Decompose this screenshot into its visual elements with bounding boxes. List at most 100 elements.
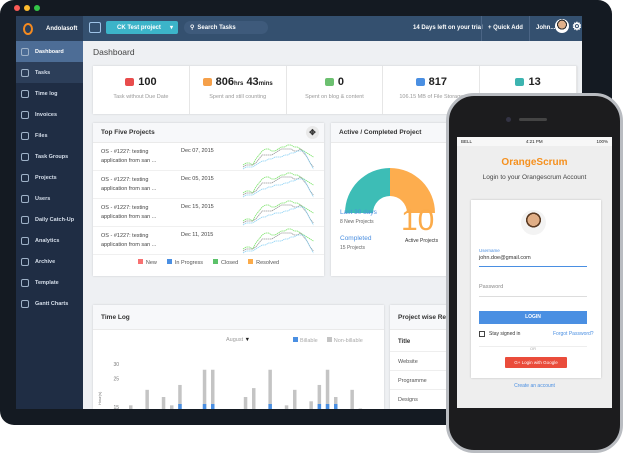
move-icon[interactable]: ✥: [306, 126, 319, 139]
stat-tile[interactable]: 817 106.15 MB of File Storage: [383, 66, 481, 114]
close-dot[interactable]: [14, 5, 20, 11]
project-row[interactable]: OS - #1227: testing application from san…: [93, 171, 324, 199]
login-form: Username john.doe@gmail.com Password LOG…: [471, 200, 601, 378]
project-select[interactable]: CK Test project ▾: [106, 21, 178, 34]
sidebar-item-invoices[interactable]: Invoices: [16, 104, 83, 125]
legend-item: In Progress: [166, 259, 203, 266]
password-field[interactable]: Password: [479, 284, 587, 297]
completed-label[interactable]: Completed: [340, 235, 372, 242]
create-account-link[interactable]: Create an account: [514, 383, 555, 389]
sidebar: Dashboard Tasks Time log Invoices Files Task …: [16, 41, 83, 409]
caret-down-icon: ▼: [244, 337, 251, 343]
bar-non-billable[interactable]: [284, 405, 289, 409]
login-button[interactable]: LOGIN: [479, 311, 587, 324]
sidebar-item-task-groups[interactable]: Task Groups: [16, 146, 83, 167]
plus-icon: +: [488, 25, 494, 31]
donut-slice[interactable]: [390, 168, 435, 213]
sidebar-item-dashboard[interactable]: Dashboard: [16, 41, 83, 62]
bar-non-billable[interactable]: [334, 397, 338, 409]
user-menu[interactable]: John...: [536, 25, 556, 31]
project-name: CK Test project: [117, 24, 161, 31]
sidebar-item-tasks[interactable]: Tasks: [16, 62, 83, 83]
bar-non-billable[interactable]: [202, 369, 207, 409]
stat-tile[interactable]: 806hrs 43mins Spent and still counting: [190, 66, 287, 114]
bar-billable[interactable]: [317, 404, 322, 409]
bar-non-billable[interactable]: [268, 369, 272, 409]
bar-billable[interactable]: [178, 404, 182, 409]
sidebar-item-archive[interactable]: Archive: [16, 251, 83, 272]
login-title: Login to your Orangescrum Account: [482, 174, 587, 181]
gear-icon[interactable]: ⚙: [572, 21, 582, 33]
bar-billable[interactable]: [325, 404, 330, 409]
project-row[interactable]: OS - #1227: testing application from san…: [93, 199, 324, 227]
stat-tile[interactable]: 100 Task without Due Date: [93, 66, 190, 114]
bar-non-billable[interactable]: [243, 397, 248, 409]
speaker: [519, 118, 547, 121]
bar-non-billable[interactable]: [145, 389, 149, 409]
resource-title: Designs: [398, 397, 418, 403]
sidebar-item-label: Invoices: [35, 111, 58, 118]
bar-non-billable[interactable]: [350, 389, 354, 409]
sidebar-item-label: Task Groups: [35, 153, 69, 160]
sidebar-item-projects[interactable]: Projects: [16, 167, 83, 188]
project-name: OS - #1227: testing application from san…: [101, 149, 157, 164]
resource-title: Website: [398, 359, 418, 365]
minimize-dot[interactable]: [24, 5, 30, 11]
project-date: Dec 05, 2015: [181, 176, 214, 182]
sparkline-in_progress: [242, 206, 314, 226]
sparkline-closed: [242, 172, 314, 194]
forgot-password-link[interactable]: Forgot Password?: [553, 331, 594, 337]
top-five-projects-card: Top Five Projects ✥ OS - #1227: testing a…: [93, 123, 324, 276]
username-field[interactable]: john.doe@gmail.com: [479, 255, 587, 267]
legend-label: Billable: [300, 338, 318, 344]
sidebar-item-files[interactable]: Files: [16, 125, 83, 146]
bar-billable[interactable]: [268, 404, 272, 409]
sidebar-item-template[interactable]: Template: [16, 272, 83, 293]
bar-non-billable[interactable]: [358, 408, 363, 409]
bar-billable[interactable]: [202, 404, 207, 409]
bar-billable[interactable]: [334, 404, 338, 409]
bar-non-billable[interactable]: [309, 401, 313, 409]
bar-non-billable[interactable]: [178, 384, 182, 409]
bar-billable[interactable]: [211, 404, 215, 409]
stat-tile[interactable]: 0 Spent on blog & content: [287, 66, 384, 114]
sidebar-item-daily-catch-up[interactable]: Daily Catch-Up: [16, 209, 83, 230]
sidebar-item-label: Files: [35, 132, 48, 139]
stay-signed-in-checkbox[interactable]: [479, 331, 485, 337]
avatar[interactable]: [555, 19, 569, 33]
maximize-dot[interactable]: [34, 5, 40, 11]
bar-non-billable[interactable]: [170, 405, 174, 409]
sidebar-item-time-log[interactable]: Time log: [16, 83, 83, 104]
last-30-days-label[interactable]: Last 30 days: [340, 209, 377, 216]
bar-non-billable[interactable]: [293, 389, 297, 409]
project-row[interactable]: OS - #1227: testing application from san…: [93, 143, 324, 171]
sidebar-item-users[interactable]: Users: [16, 188, 83, 209]
orangescrum-logo-icon: [23, 22, 33, 35]
sparkline-resolved: [242, 148, 314, 168]
sidebar-item-analytics[interactable]: Analytics: [16, 230, 83, 251]
brand[interactable]: Andolasoft: [16, 16, 83, 41]
bar-non-billable[interactable]: [317, 384, 322, 409]
folder-icon[interactable]: [89, 22, 101, 33]
column-header-title: Title: [398, 339, 411, 345]
quick-add-button[interactable]: + Quick Add: [488, 25, 523, 31]
stat-value: 0: [337, 76, 345, 88]
bar-non-billable[interactable]: [161, 397, 166, 409]
search-input[interactable]: ⚲ Search Tasks: [184, 21, 268, 34]
month-select[interactable]: August ▼: [226, 337, 250, 343]
main-content: Dashboard 100 Task without Due Date 806hr…: [85, 41, 582, 409]
sidebar-item-label: Analytics: [35, 237, 60, 244]
stat-tile[interactable]: 13: [480, 66, 577, 114]
bar-non-billable[interactable]: [129, 405, 133, 409]
bar-non-billable[interactable]: [252, 388, 256, 409]
bar-non-billable[interactable]: [211, 369, 215, 409]
carrier: BELL: [461, 139, 473, 144]
bar-non-billable[interactable]: [325, 369, 330, 409]
google-login-button[interactable]: G+ Login with Google: [505, 357, 567, 368]
project-row[interactable]: OS - #1227: testing application from san…: [93, 227, 324, 255]
top-bar: Andolasoft CK Test project ▾ ⚲ Search Task…: [16, 16, 582, 41]
donut-slice[interactable]: [345, 168, 390, 213]
sparkline-in_progress: [242, 234, 314, 254]
sidebar-item-gantt-charts[interactable]: Gantt Charts: [16, 293, 83, 314]
project-date: Dec 15, 2015: [181, 204, 214, 210]
